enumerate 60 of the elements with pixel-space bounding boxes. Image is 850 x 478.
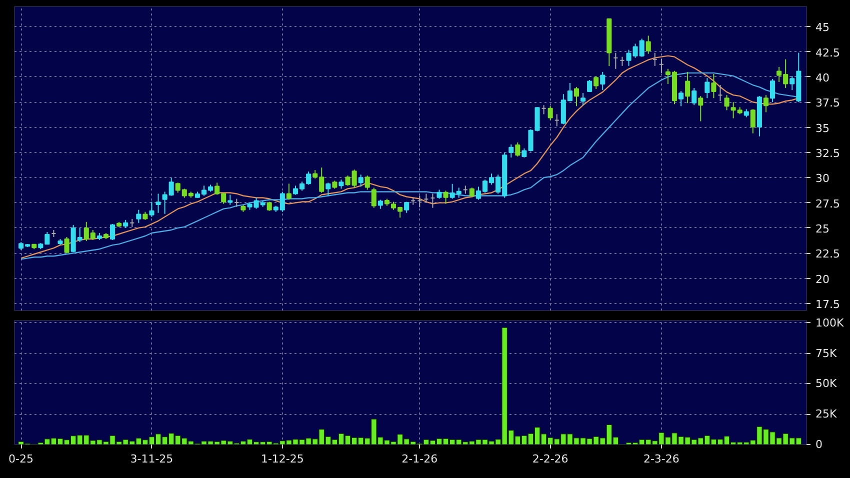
candlestick [600,71,606,91]
candlestick [364,175,370,190]
candlestick [646,35,651,54]
y-tick-label: 32.5 [816,146,840,160]
y-tick-label: 100K [816,316,844,330]
y-tick-label: 25K [816,408,838,421]
y-tick-label: 75K [816,346,838,360]
candlestick [326,182,331,196]
x-tick-label: 1-12-25 [260,452,304,466]
y-tick-label: 40 [816,71,830,84]
candlestick [704,77,710,99]
candlestick [548,106,553,121]
candlestick [110,223,116,241]
candlestick [515,142,520,157]
candlestick [750,108,756,134]
candlestick [371,187,376,208]
candlestick [64,236,70,254]
candlestick [228,194,233,206]
x-tick-label: 0-25 [8,452,34,466]
x-tick-label: 2-3-26 [643,452,680,466]
candlestick [522,148,527,158]
y-tick-label: 42.5 [816,46,840,60]
candlestick [266,201,272,212]
candlestick [678,90,684,107]
candlestick [594,75,599,90]
y-tick-label: 35 [816,122,830,135]
y-tick-label: 45 [816,21,830,34]
y-tick-label: 20 [816,272,830,286]
candlestick [136,209,142,224]
x-tick-label: 2-1-26 [402,452,438,466]
y-tick-label: 50K [816,377,838,390]
candlestick [574,86,580,107]
candlestick [711,73,716,99]
candlestick [436,189,442,200]
y-tick-label: 30 [816,172,830,186]
candlestick [508,144,514,158]
y-tick-label: 17.5 [816,298,840,311]
candlestick [692,88,697,106]
x-tick-label: 3-11-25 [130,452,174,466]
candlestick [443,190,448,204]
y-tick-label: 0 [816,438,822,451]
candlestick [580,92,586,106]
candlestick [286,183,292,200]
candlestick [469,187,474,198]
y-tick-label: 25 [816,222,830,236]
candlestick [724,94,730,111]
candlestick [156,193,161,214]
candlestick [338,179,344,190]
candlestick [770,78,776,103]
y-tick-label: 27.5 [816,197,840,210]
candlestick [378,199,383,210]
candlestick [763,94,769,113]
candlestick [685,71,690,104]
candlestick [698,96,704,122]
candlestick [358,174,364,188]
y-tick-label: 22.5 [816,248,840,261]
candlestick [587,79,592,93]
candlestick [149,201,154,218]
x-tick-label: 2-2-26 [532,452,568,466]
y-tick-label: 37.5 [816,96,840,110]
